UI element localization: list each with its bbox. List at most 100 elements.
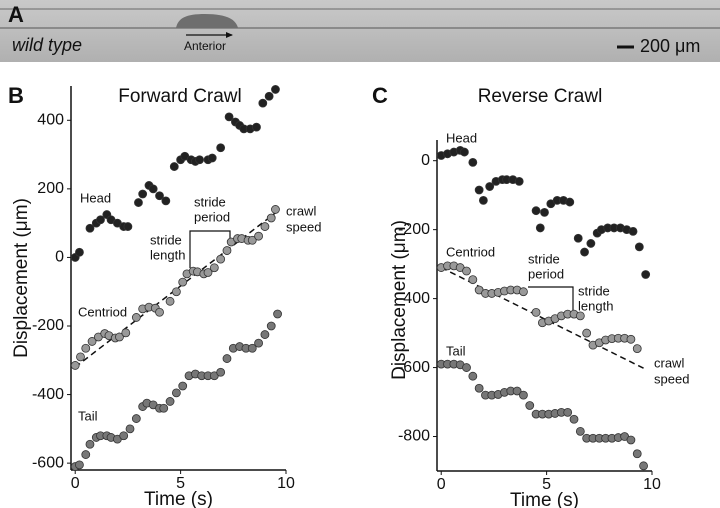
direction-label: Anterior xyxy=(184,39,226,53)
data-point xyxy=(216,367,226,377)
data-point xyxy=(264,91,274,101)
series-label: Head xyxy=(80,190,111,205)
data-point xyxy=(70,361,80,370)
data-point xyxy=(535,223,545,233)
data-point xyxy=(131,313,141,322)
data-point xyxy=(514,176,524,186)
data-point xyxy=(519,287,528,297)
data-point xyxy=(468,371,478,381)
data-point xyxy=(575,311,585,321)
data-point xyxy=(216,143,226,153)
data-point xyxy=(138,189,148,199)
data-point xyxy=(260,330,270,339)
data-point xyxy=(462,363,471,372)
data-point xyxy=(632,449,642,459)
stride-bracket xyxy=(189,230,231,268)
data-point xyxy=(96,215,105,225)
data-point xyxy=(266,213,276,223)
data-point xyxy=(159,403,169,413)
y-tick-label: -600 xyxy=(398,359,430,376)
x-tick-label: 0 xyxy=(437,476,446,493)
series-label: Centriod xyxy=(78,304,127,319)
annotation: length xyxy=(150,247,185,262)
data-point xyxy=(169,162,179,171)
data-point xyxy=(512,386,522,396)
fit-line xyxy=(440,266,647,370)
data-point xyxy=(76,352,85,362)
panel-label: C xyxy=(372,83,388,108)
data-point xyxy=(582,328,592,338)
x-tick-label: 10 xyxy=(277,475,295,492)
data-point xyxy=(563,407,573,417)
data-point xyxy=(115,332,124,342)
annotation: speed xyxy=(286,219,321,234)
y-tick-label: -200 xyxy=(32,317,64,334)
data-point xyxy=(254,338,263,348)
data-point xyxy=(586,239,596,248)
annotation: stride xyxy=(578,283,610,298)
stride-bracket xyxy=(528,286,574,312)
data-point xyxy=(252,122,261,132)
data-point xyxy=(468,275,478,285)
data-point xyxy=(468,158,478,167)
data-point xyxy=(85,439,95,449)
data-point xyxy=(474,383,484,393)
data-point xyxy=(222,246,232,255)
chart-title: Forward Crawl xyxy=(118,86,242,107)
data-point xyxy=(531,206,541,216)
data-point xyxy=(525,401,535,410)
series-label: Tail xyxy=(78,408,98,423)
data-point xyxy=(626,435,636,445)
data-point xyxy=(203,268,213,277)
data-point xyxy=(209,263,219,273)
annotation: stride xyxy=(150,232,182,247)
data-point xyxy=(148,184,158,194)
data-point xyxy=(81,343,91,353)
larva xyxy=(176,14,238,28)
data-point xyxy=(155,191,164,201)
annotation: stride xyxy=(194,194,226,209)
x-axis-label: Time (s) xyxy=(144,489,213,508)
data-point xyxy=(119,431,129,441)
data-point xyxy=(462,266,471,276)
data-point xyxy=(575,426,585,436)
image-panel: A wild type Anterior 200 μm xyxy=(0,0,720,62)
annotation: stride xyxy=(528,251,560,266)
x-tick-label: 5 xyxy=(176,475,185,492)
data-point xyxy=(165,296,175,306)
data-point xyxy=(639,461,648,471)
micrograph xyxy=(0,0,720,62)
data-point xyxy=(123,222,133,231)
x-tick-label: 0 xyxy=(71,475,80,492)
series-label: Head xyxy=(446,130,477,145)
data-point xyxy=(273,309,282,319)
data-point xyxy=(626,334,636,344)
x-axis-label: Time (s) xyxy=(510,490,579,508)
y-tick-label: -200 xyxy=(398,221,430,238)
data-point xyxy=(216,254,226,264)
data-point xyxy=(178,381,188,391)
data-point xyxy=(254,231,263,241)
y-tick-label: 0 xyxy=(55,249,64,266)
series-label: Tail xyxy=(446,343,466,358)
data-point xyxy=(632,344,642,353)
panel-label: A xyxy=(8,2,24,27)
y-axis-label: Displacement (μm) xyxy=(389,220,410,380)
arrow-head xyxy=(226,32,233,38)
x-tick-label: 5 xyxy=(542,476,551,493)
data-point xyxy=(81,450,91,459)
data-point xyxy=(171,388,181,398)
data-point xyxy=(531,307,541,317)
data-point xyxy=(247,235,257,245)
data-point xyxy=(207,153,217,163)
y-tick-label: -600 xyxy=(32,454,64,471)
data-point xyxy=(75,460,84,470)
data-point xyxy=(519,390,528,400)
data-point xyxy=(628,226,638,236)
scale-label: 200 μm xyxy=(640,36,700,56)
y-tick-label: 200 xyxy=(37,180,64,197)
annotation: crawl xyxy=(654,355,684,370)
chart-title: Reverse Crawl xyxy=(478,86,603,107)
data-point xyxy=(224,112,234,122)
data-point xyxy=(478,195,488,205)
